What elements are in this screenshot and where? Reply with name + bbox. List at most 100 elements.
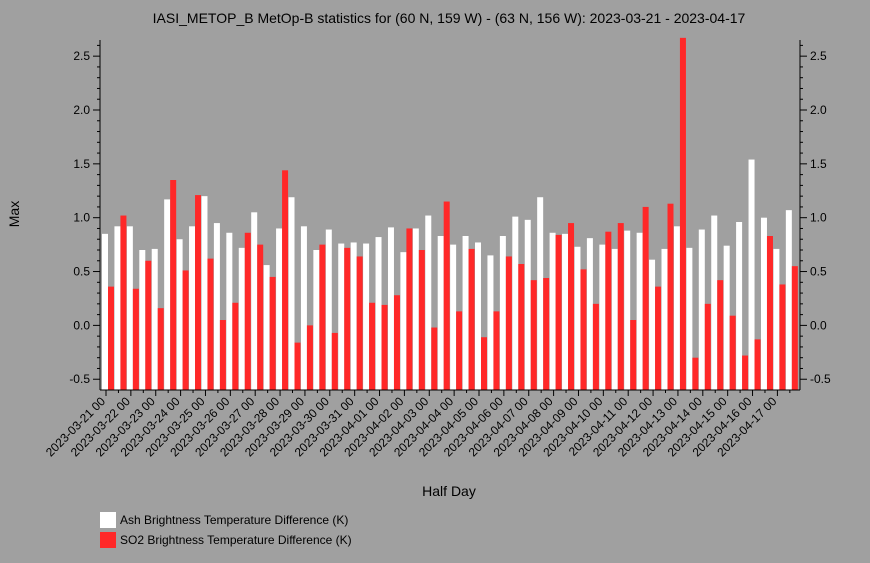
so2-bar: [207, 258, 214, 390]
ash-bar: [760, 217, 767, 390]
so2-bar: [132, 288, 139, 390]
ash-bar: [586, 238, 593, 390]
ash-bar: [387, 227, 394, 390]
so2-bar: [468, 248, 475, 390]
y-tick-label-left: -0.5: [69, 372, 90, 386]
ash-bar: [748, 159, 755, 390]
ash-bar: [537, 197, 544, 390]
so2-bar: [729, 315, 736, 390]
so2-bar: [617, 223, 624, 390]
ash-bar: [412, 228, 419, 390]
ash-bar: [475, 242, 481, 390]
ash-bar: [661, 248, 668, 390]
ash-bar: [673, 226, 680, 390]
so2-bar: [356, 256, 363, 390]
so2-bar: [630, 320, 637, 390]
ash-bar: [649, 259, 656, 390]
ash-bar: [213, 223, 220, 390]
x-axis-label: Half Day: [422, 483, 476, 499]
ash-bar: [599, 244, 606, 390]
so2-bar: [530, 280, 537, 390]
y-tick-label-right: 2.5: [810, 49, 827, 63]
ash-bar: [226, 232, 233, 390]
so2-bar: [481, 337, 487, 390]
so2-bar: [232, 302, 239, 390]
ash-bar: [499, 236, 506, 390]
ash-bar: [189, 226, 196, 390]
ash-bar: [126, 226, 133, 390]
ash-bar: [251, 212, 258, 390]
so2-bar: [555, 234, 562, 390]
chart-title: IASI_METOP_B MetOp-B statistics for (60 …: [153, 10, 746, 26]
so2-bar: [518, 264, 525, 390]
so2-bar: [717, 280, 724, 390]
ash-bar: [785, 210, 792, 390]
plot-area: -0.5 -0.5 0.0 0.0 0.5 0.5 1.0 1.0 1.5 1.5 2.0 2.0 2.…: [43, 37, 831, 459]
ash-bar: [736, 222, 743, 390]
ash-bar: [363, 243, 370, 390]
ash-bar: [139, 250, 146, 390]
so2-bar: [393, 295, 400, 390]
ash-bar: [151, 248, 158, 390]
so2-bar: [766, 236, 773, 390]
so2-bar: [431, 327, 438, 390]
ash-bar: [686, 247, 693, 390]
ash-bar: [711, 215, 718, 390]
so2-bar: [344, 247, 351, 390]
legend-label-ash: Ash Brightness Temperature Difference (K…: [120, 513, 349, 527]
so2-bar: [319, 244, 326, 390]
so2-bar: [294, 342, 301, 390]
so2-bar: [605, 231, 612, 390]
so2-bar: [580, 269, 587, 390]
ash-bar: [201, 196, 208, 390]
legend-item-ash: Ash Brightness Temperature Difference (K…: [100, 512, 348, 528]
y-tick-label-right: 1.5: [810, 157, 827, 171]
so2-bar: [418, 250, 425, 390]
ash-bar: [300, 226, 307, 390]
y-tick-label-left: 2.0: [73, 103, 90, 117]
so2-bar: [754, 339, 761, 390]
ash-bar: [350, 242, 357, 390]
so2-bar: [331, 332, 338, 390]
so2-bar: [195, 195, 202, 390]
so2-bar: [244, 232, 251, 390]
so2-bar: [170, 180, 177, 390]
so2-bar: [145, 260, 152, 390]
ash-bar: [574, 246, 581, 390]
so2-bar: [655, 286, 662, 390]
ash-bar: [164, 199, 171, 390]
ash-bar: [238, 247, 245, 390]
ash-bar: [288, 197, 295, 390]
ash-bar: [723, 245, 730, 390]
so2-bar: [742, 355, 749, 390]
y-tick-label-left: 1.5: [73, 157, 90, 171]
ash-bar: [636, 232, 643, 390]
ash-bar: [276, 228, 283, 390]
ash-bar: [624, 230, 631, 390]
y-tick-label-left: 1.0: [73, 211, 90, 225]
ash-bar: [437, 236, 444, 390]
so2-bar: [493, 311, 500, 390]
so2-bar: [157, 308, 164, 390]
so2-bar: [679, 37, 686, 390]
so2-bar: [505, 256, 512, 390]
ash-bar: [450, 244, 457, 390]
so2-bar: [381, 304, 388, 390]
so2-bar: [269, 276, 276, 390]
y-tick-label-right: 2.0: [810, 103, 827, 117]
y-axis-label: Max: [6, 201, 22, 227]
ash-bar: [400, 252, 407, 390]
so2-bar: [543, 278, 550, 390]
so2-bar: [306, 325, 313, 390]
so2-bar: [369, 302, 376, 390]
so2-bar: [704, 303, 711, 390]
y-tick-label-right: 0.0: [810, 318, 827, 332]
ash-bar: [524, 219, 531, 390]
so2-bar: [642, 206, 649, 390]
ash-bar: [102, 233, 108, 390]
so2-bar: [182, 270, 189, 390]
so2-bar: [406, 228, 413, 390]
ash-bar: [773, 248, 780, 390]
so2-bar: [779, 284, 786, 390]
